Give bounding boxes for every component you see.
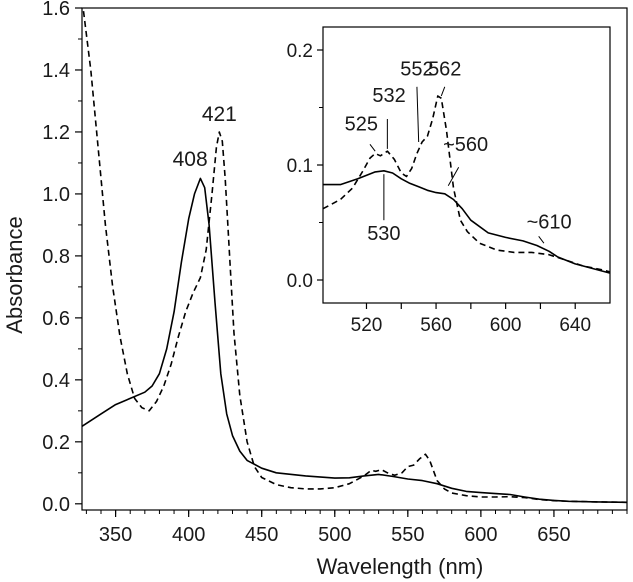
- inset-x-tick-label: 600: [490, 315, 522, 336]
- inset-leader-line: [416, 86, 420, 143]
- inset-series-dashed-line: [322, 95, 611, 273]
- inset-x-tick-label: 560: [420, 315, 452, 336]
- inset-leader-line: [447, 167, 460, 186]
- inset-peak-label: ~560: [443, 134, 488, 156]
- main-x-tick-label: 350: [99, 524, 132, 546]
- main-y-tick-label: 0.6: [42, 308, 70, 330]
- inset-y-ticks: 0.0 0.1 0.2: [287, 41, 323, 292]
- inset-peak-label: 530: [367, 223, 400, 245]
- main-y-tick-label: 1.4: [42, 60, 70, 82]
- inset-peak-label: 552: [400, 58, 433, 80]
- main-x-tick-label: 500: [318, 524, 351, 546]
- main-y-tick-label: 0.8: [42, 246, 70, 268]
- inset-plot-background: [323, 27, 610, 303]
- inset-peak-label: 532: [372, 85, 405, 107]
- inset-y-tick-label: 0.1: [287, 156, 313, 177]
- main-y-tick-label: 1.0: [42, 184, 70, 206]
- inset-leader-line: [369, 143, 376, 152]
- main-y-ticks: 0.0 0.2 0.4 0.6 0.8 1.0 1.2 1.4 1.6: [42, 0, 82, 516]
- main-plot-frame: [81, 7, 628, 511]
- inset-x-ticks: 520 560 600 640: [351, 303, 591, 336]
- main-series: [81, 11, 628, 504]
- inset-x-tick-label: 640: [559, 315, 591, 336]
- inset-plot: 520 560 600 640 0.00.10.2 525532552562~5605…: [287, 26, 611, 336]
- main-x-tick-label: 450: [245, 524, 278, 546]
- inset-peak-label: ~610: [527, 211, 572, 233]
- main-peak-label: 408: [173, 148, 208, 171]
- main-x-tick-label: 600: [464, 524, 497, 546]
- main-series-dashed-line: [82, 11, 628, 504]
- main-y-tick-label: 0.2: [42, 432, 70, 454]
- x-axis-title: Wavelength (nm): [317, 554, 484, 579]
- inset-series: [322, 95, 611, 274]
- main-y-tick-label: 1.2: [42, 122, 70, 144]
- y-axis-title: Absorbance: [2, 216, 27, 333]
- inset-series-solid-line: [323, 170, 611, 274]
- main-annotations: 408 421: [173, 103, 237, 171]
- main-y-tick-label: 1.6: [42, 0, 70, 20]
- main-x-tick-label: 650: [537, 524, 570, 546]
- inset-peak-label: 562: [428, 58, 461, 80]
- inset-leader-line: [538, 235, 545, 244]
- main-x-tick-label: 550: [391, 524, 424, 546]
- main-peak-label: 421: [202, 103, 237, 126]
- inset-y-tick-label: 0.2: [287, 41, 313, 62]
- main-x-tick-label: 400: [172, 524, 205, 546]
- main-x-ticks: 350 400 450 500 550 600 650: [85, 510, 628, 546]
- inset-leader-line: [440, 86, 446, 97]
- inset-leader-lines: [369, 86, 545, 244]
- main-series-solid-line: [81, 177, 628, 504]
- main-y-tick-label: 0.0: [42, 494, 70, 516]
- inset-y-tick-label: 0.0: [287, 271, 313, 292]
- inset-peak-label: 525: [345, 114, 378, 136]
- main-y-tick-label: 0.4: [42, 370, 70, 392]
- inset-x-tick-label: 520: [351, 315, 383, 336]
